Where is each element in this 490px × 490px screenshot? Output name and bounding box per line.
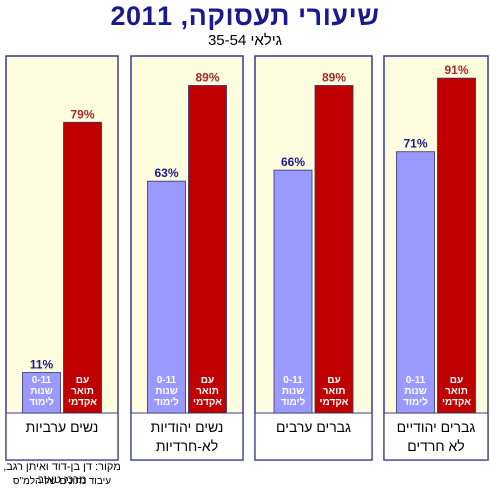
high-bar (188, 85, 227, 414)
group-label-box (131, 413, 243, 460)
high-value-label: 91% (444, 63, 468, 77)
low-bar-inner-label: שנות (30, 386, 53, 397)
low-bar (147, 180, 186, 414)
group-label: נשים ערביות (26, 419, 99, 435)
source-processing-line: עיבוד נתונים של הלמ"ס (12, 476, 112, 487)
high-bar-inner-label: אקדמי (442, 397, 471, 408)
low-bar-inner-label: 0-11 (157, 375, 177, 386)
low-bar-inner-label: 0-11 (32, 375, 52, 386)
high-bar-inner-label: תואר (71, 386, 94, 397)
high-value-label: 89% (195, 70, 219, 84)
source-line: מקור: דן בן-דוד ואיתן רגב, מרכז טאוב (3, 461, 121, 486)
group-label: לא-חרדיות (156, 438, 218, 454)
group-panel (254, 55, 373, 461)
low-bar (273, 169, 313, 414)
high-bar-inner-label: תואר (323, 386, 346, 397)
group-label: נשים יהודיות (151, 419, 224, 435)
high-bar (437, 77, 476, 414)
high-bar-inner-label: עם (450, 375, 463, 386)
low-value-label: 11% (30, 358, 54, 372)
low-bar-inner-label: לימוד (281, 396, 306, 408)
chart-subtitle: גילאי 35-54 (207, 32, 283, 49)
group-label-box (255, 413, 372, 460)
group-label-box (6, 413, 118, 460)
low-bar-inner-label: 0-11 (283, 375, 303, 386)
high-bar-inner-label: אקדמי (193, 397, 222, 408)
low-bar-inner-label: לימוד (29, 396, 54, 408)
high-bar (314, 85, 354, 414)
low-bar-inner-label: לימוד (403, 396, 428, 408)
high-bar-inner-label: עם (327, 375, 340, 386)
high-value-label: 89% (322, 70, 346, 84)
low-bar-inner-label: שנות (404, 386, 427, 397)
group-label: גברים ערבים (276, 419, 351, 435)
low-bar (22, 372, 61, 414)
chart-title: שיעורי תעסוקה, 2011 (110, 1, 380, 31)
group-label: גברים יהודיים (397, 419, 476, 435)
high-bar-inner-label: עם (76, 375, 89, 386)
group-label: לא חרדים (407, 438, 464, 454)
low-bar-inner-label: שנות (282, 386, 305, 397)
low-bar-inner-label: שנות (155, 386, 178, 397)
low-value-label: 63% (154, 166, 178, 180)
high-bar-inner-label: עם (201, 375, 214, 386)
group-label-box (384, 413, 488, 460)
low-bar-inner-label: 0-11 (406, 375, 426, 386)
high-bar-inner-label: אקדמי (320, 397, 349, 408)
high-bar (63, 121, 102, 414)
high-value-label: 79% (70, 107, 94, 121)
high-bar-inner-label: תואר (445, 386, 468, 397)
high-bar-inner-label: תואר (196, 386, 219, 397)
low-bar (396, 151, 435, 414)
low-bar-inner-label: לימוד (154, 396, 179, 408)
low-value-label: 71% (403, 137, 427, 151)
low-value-label: 66% (281, 155, 305, 169)
high-bar-inner-label: אקדמי (68, 397, 97, 408)
